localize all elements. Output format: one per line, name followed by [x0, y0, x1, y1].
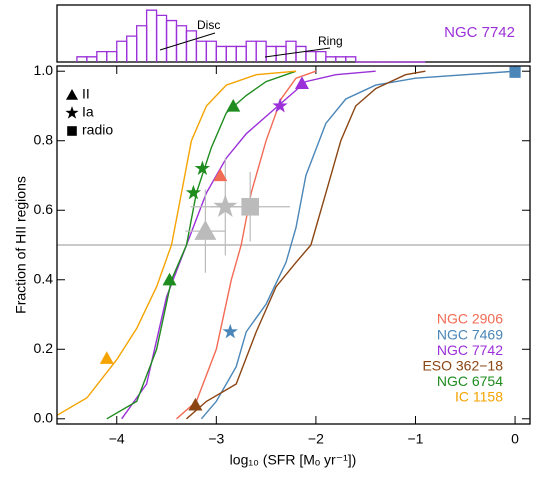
symbol-label: radio: [82, 122, 113, 138]
cdf-line: [176, 70, 317, 420]
triangle-marker: [294, 76, 309, 89]
histogram-step: [255, 40, 267, 62]
y-axis-label: Fraction of HII regions: [13, 176, 29, 314]
histogram-step: [165, 19, 178, 62]
legend-label: ESO 362−18: [422, 358, 503, 374]
histogram-step: [225, 45, 237, 62]
x-axis-label: log₁₀ (SFR [Mₒ yr⁻¹]): [230, 452, 357, 468]
triangle-marker: [99, 351, 114, 364]
histogram-step: [235, 45, 247, 62]
histogram-step: [195, 40, 208, 62]
inset-frame: [56, 4, 531, 63]
histogram-step: [305, 50, 317, 62]
symbol-label: II: [82, 86, 90, 102]
histogram-step: [145, 9, 158, 62]
legend-label: NGC 7742: [437, 342, 503, 358]
cdf-line: [56, 70, 297, 416]
star-marker: [194, 160, 210, 175]
x-tick-label: −4: [109, 431, 125, 447]
triangle-marker: [213, 168, 228, 182]
annotation-line: [159, 32, 216, 51]
annotation-line: [264, 47, 331, 58]
plot-frame: [56, 65, 531, 425]
triangle-marker: [226, 98, 241, 112]
legend-label: NGC 2906: [437, 311, 503, 327]
histogram-step: [76, 56, 88, 62]
annotation: Disc: [197, 18, 220, 32]
histogram-step: [205, 40, 217, 62]
histogram-step: [116, 40, 128, 62]
star-marker: [185, 184, 202, 200]
histogram-step: [335, 56, 347, 62]
star-marker: [222, 323, 238, 339]
y-tick-label: 0.0: [34, 409, 54, 425]
y-tick-label: 0.2: [34, 340, 54, 356]
inset-label: NGC 7742: [444, 24, 515, 41]
x-tick-label: −3: [208, 431, 224, 447]
histogram-step: [136, 25, 148, 62]
star-marker: [65, 106, 79, 119]
histogram-step: [345, 56, 357, 62]
square-marker: [509, 66, 521, 78]
histogram-step: [285, 40, 297, 62]
cdf-line: [186, 70, 426, 420]
triangle-marker: [188, 397, 203, 411]
symbol-label: Ia: [82, 104, 94, 120]
histogram-step: [215, 45, 227, 62]
star-marker: [272, 97, 288, 113]
histogram-step: [185, 30, 198, 62]
histogram-step: [155, 14, 168, 62]
histogram-step: [325, 56, 337, 62]
x-tick-label: −1: [407, 431, 423, 447]
y-tick-label: 1.0: [34, 62, 54, 78]
histogram-step: [86, 56, 98, 62]
triangle-marker: [194, 220, 217, 240]
y-tick-label: 0.6: [34, 201, 54, 217]
triangle-marker: [66, 89, 78, 100]
histogram-step: [106, 50, 118, 62]
star-marker: [213, 194, 238, 217]
y-tick-label: 0.8: [34, 131, 54, 147]
legend-label: IC 1158: [455, 389, 503, 405]
y-tick-label: 0.4: [34, 270, 54, 286]
cdf-line: [121, 70, 376, 420]
histogram-step: [245, 40, 257, 62]
square-marker: [67, 126, 77, 136]
triangle-marker: [162, 272, 177, 286]
x-tick-label: 0: [511, 431, 519, 447]
histogram-step: [265, 45, 277, 62]
histogram-step: [295, 45, 307, 62]
histogram-step: [96, 50, 108, 62]
legend-label: NGC 7469: [437, 326, 503, 342]
x-tick-label: −2: [308, 431, 324, 447]
annotation: Ring: [318, 34, 343, 48]
legend-label: NGC 6754: [437, 373, 503, 389]
cdf-line: [200, 70, 516, 420]
histogram-step: [315, 50, 327, 62]
histogram-step: [126, 35, 138, 62]
square-marker: [241, 197, 259, 216]
